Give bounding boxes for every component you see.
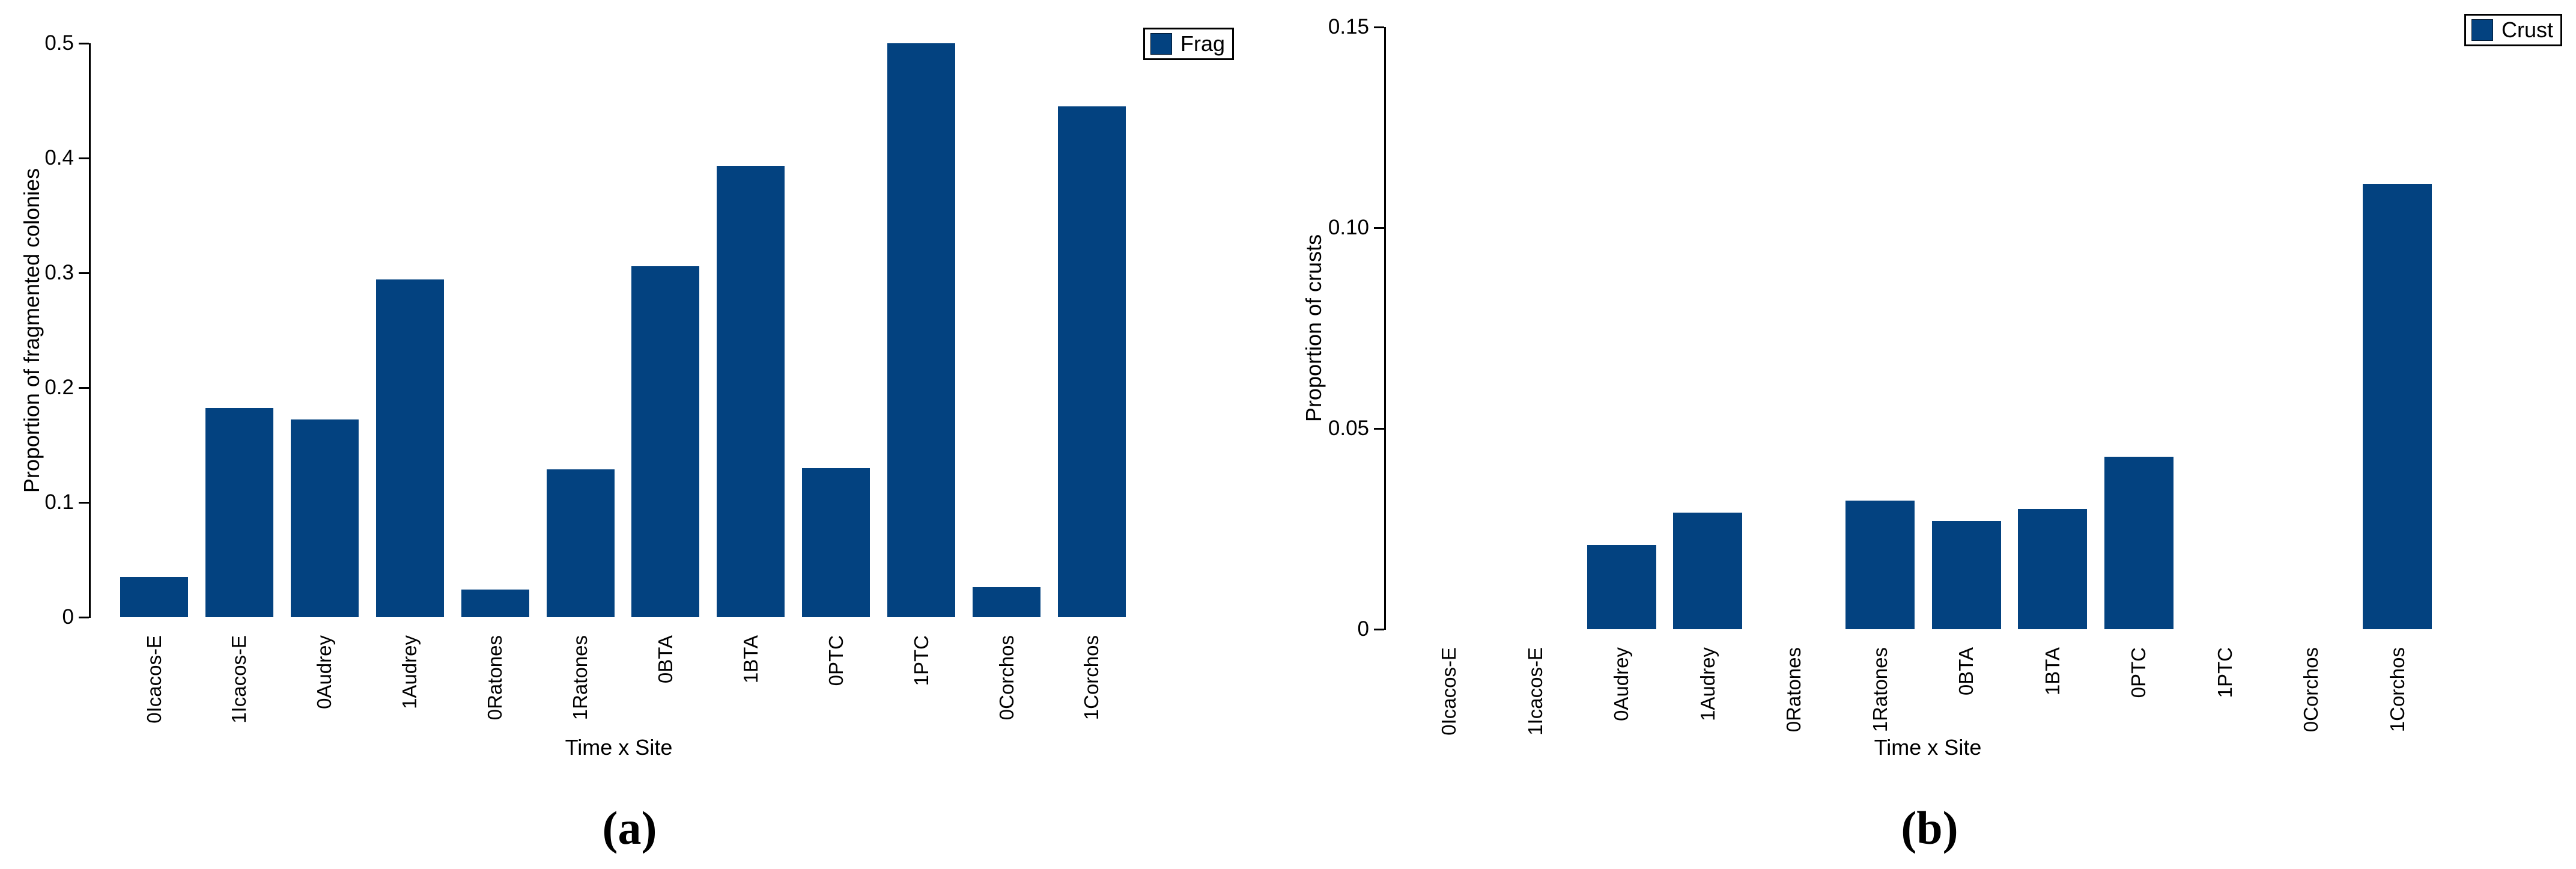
x-tick-label-text: 0Icacos-E [1438, 647, 1460, 736]
x-tick-label-text: 0PTC [825, 635, 847, 686]
x-tick-label-text: 0Audrey [313, 635, 335, 709]
bar [2018, 509, 2087, 629]
x-tick-label-text: 0BTA [1955, 647, 1977, 696]
bar [802, 468, 870, 617]
bar [1058, 106, 1126, 617]
x-tick-label-text: 1Icacos-E [228, 635, 250, 724]
y-tick [1374, 227, 1384, 229]
y-tick [1374, 26, 1384, 28]
y-tick-label: 0.05 [1328, 416, 1369, 440]
bar [631, 266, 699, 617]
bar [2363, 184, 2432, 629]
x-tick-label-text: 1BTA [2041, 647, 2064, 696]
y-tick-label: 0 [1357, 617, 1369, 641]
bar [1587, 545, 1656, 629]
y-axis-line [89, 43, 91, 618]
bar [973, 587, 1040, 617]
x-tick-label-text: 1Corchos [1080, 635, 1102, 721]
bar [1845, 501, 1915, 629]
bar [291, 419, 359, 617]
y-tick-label: 0.3 [44, 261, 74, 284]
y-tick [79, 272, 89, 274]
y-tick-label: 0.1 [44, 490, 74, 514]
legend-swatch [1150, 33, 1172, 55]
y-axis-line [1384, 27, 1386, 630]
x-tick-label-text: 1Audrey [1697, 647, 1719, 721]
y-tick [79, 157, 89, 159]
chart-panel-a: 0 0.1 0.2 0.3 0.4 0.5 0Icacos-E 1Icacos-E 0Audre… [19, 28, 1235, 854]
x-tick-label-text: 1Ratones [569, 635, 591, 721]
legend-swatch [2471, 19, 2493, 41]
x-tick-label-text: 0Corchos [995, 635, 1018, 721]
y-tick [79, 43, 89, 44]
x-tick-label-text: 1Audrey [398, 635, 421, 709]
y-tick-label: 0 [62, 605, 74, 629]
legend: Frag [1143, 28, 1235, 60]
bar [1673, 513, 1742, 629]
y-tick-label: 0.10 [1328, 216, 1369, 239]
y-tick [79, 502, 89, 504]
bar [205, 408, 273, 617]
x-tick-label-text: 1PTC [910, 635, 932, 686]
x-tick-label-text: 0Ratones [1782, 647, 1805, 733]
x-tick-label-text: 0Icacos-E [143, 635, 165, 724]
chart-panel-b: 0 0.05 0.10 0.15 0Icacos-E 1Icacos-E 0Audrey 1A… [1288, 0, 2576, 869]
y-tick [79, 387, 89, 389]
x-axis-title: Time x Site [1874, 735, 1982, 760]
x-tick-label-text: 1Corchos [2386, 647, 2408, 733]
bar [717, 166, 785, 617]
x-tick-label-text: 0Audrey [1610, 647, 1632, 721]
x-tick-label-text: 0PTC [2127, 647, 2149, 698]
bar [547, 469, 615, 617]
x-tick-label-text: 1Ratones [1869, 647, 1891, 733]
y-tick [1374, 428, 1384, 430]
panel-caption: (a) [602, 802, 657, 854]
x-tick-label-text: 1Icacos-E [1524, 647, 1546, 736]
x-tick-label-text: 0Corchos [2300, 647, 2322, 733]
x-tick-label-text: 0Ratones [484, 635, 506, 721]
bar [887, 43, 955, 617]
bar [2104, 457, 2174, 629]
y-axis-title: Proportion of fragmented colonies [19, 168, 44, 493]
bar [120, 577, 188, 617]
x-tick-label-text: 1BTA [740, 635, 762, 684]
y-tick [79, 617, 89, 618]
y-tick-label: 0.15 [1328, 15, 1369, 38]
panel-caption: (b) [1901, 802, 1958, 854]
bar [376, 279, 444, 617]
x-tick-label-text: 0BTA [654, 635, 676, 684]
x-tick-label-text: 1PTC [2214, 647, 2236, 698]
y-tick-label: 0.5 [44, 31, 74, 55]
legend: Crust [2464, 14, 2563, 46]
y-axis-title: Proportion of crusts [1301, 234, 1326, 422]
legend-label: Frag [1180, 31, 1226, 56]
x-axis-title: Time x Site [565, 735, 673, 760]
y-tick [1374, 629, 1384, 630]
bar [1932, 521, 2001, 629]
legend-label: Crust [2502, 17, 2554, 42]
y-tick-label: 0.4 [44, 146, 74, 169]
bar [461, 590, 529, 617]
y-tick-label: 0.2 [44, 376, 74, 399]
